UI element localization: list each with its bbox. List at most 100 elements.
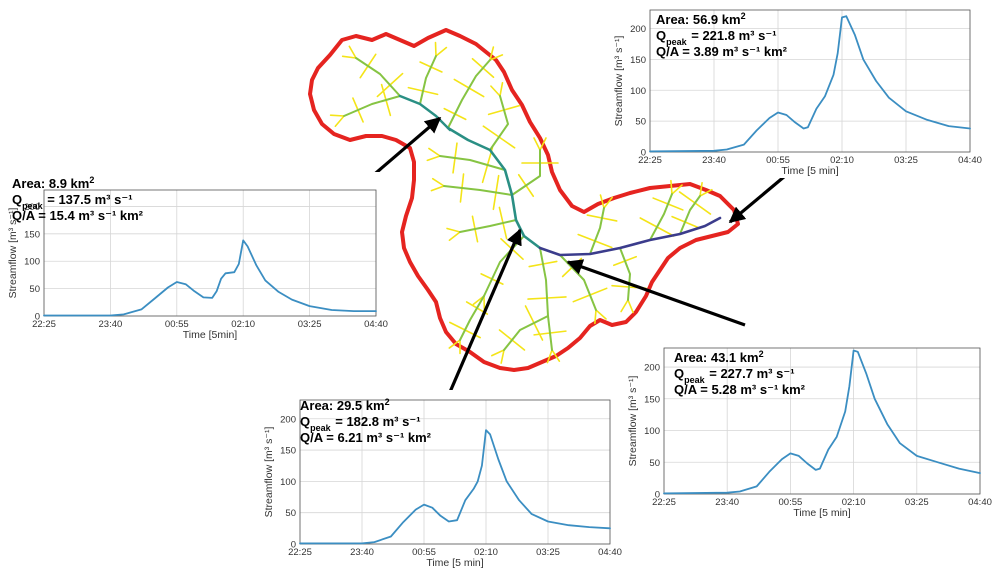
plot-frame [649, 9, 971, 153]
stream-twig [502, 222, 508, 240]
stream-twig [367, 53, 377, 67]
stream-twig [627, 299, 634, 314]
x-tick-label: 00:55 [165, 319, 189, 330]
x-tick-label: 04:40 [364, 319, 388, 330]
stream-twig [500, 349, 505, 364]
stream-twig [611, 284, 630, 288]
streamflow-series-line [43, 239, 377, 317]
x-tick-label: 04:40 [968, 497, 992, 508]
stream-twig [546, 349, 553, 364]
y-tick-label: 200 [630, 24, 646, 35]
stream-twig [471, 215, 476, 230]
x-tick-label: 23:40 [350, 547, 374, 558]
stream-twig [586, 214, 603, 219]
stream-upper-reach [398, 94, 452, 132]
stream-tributary [459, 219, 517, 233]
stream-twig [454, 142, 458, 159]
stream-twig [380, 83, 387, 101]
stream-twig [599, 194, 605, 209]
stream-twig [620, 299, 629, 313]
area-annotation: Area: 43.1 km2 [674, 349, 764, 365]
peak-flow-subscript: peak [666, 37, 688, 47]
peak-flow-subscript: peak [310, 423, 332, 433]
streamflow-series-line [663, 349, 981, 495]
stream-twig [525, 184, 535, 198]
peak-flow-symbol: Q [656, 28, 666, 43]
stream-twig [670, 179, 673, 195]
stream-twig [527, 297, 548, 300]
y-tick-label: 0 [655, 490, 660, 501]
y-tick-label: 100 [630, 86, 646, 97]
stream-twig [498, 329, 513, 341]
x-tick-label: 22:25 [638, 155, 662, 166]
stream-twig [539, 137, 547, 151]
stream-twig [492, 191, 497, 211]
stream-twig [561, 266, 573, 278]
x-tick-label: 02:10 [474, 547, 498, 558]
stream-twig [419, 61, 432, 68]
peak-flow-value: = 221.8 m³ s⁻¹ [688, 28, 777, 43]
stream-twig [428, 147, 441, 157]
y-tick-label: 200 [280, 414, 296, 425]
stream-twig [549, 330, 567, 334]
stream-twig [652, 197, 669, 205]
stream-twig [678, 191, 696, 204]
x-axis-label: Time [5min] [183, 329, 238, 341]
area-annotation: Area: 8.9 km2 [12, 175, 94, 191]
stream-twig [498, 206, 504, 224]
stream-twig [481, 164, 489, 184]
x-tick-label: 23:40 [99, 319, 123, 330]
y-tick-label: 0 [35, 312, 40, 323]
stream-twig [524, 305, 535, 324]
stream-twig [511, 339, 526, 351]
y-axis-label: Streamflow [m³ s⁻¹] [263, 427, 275, 518]
x-tick-label: 03:25 [905, 497, 929, 508]
peak-flow-subscript: peak [22, 201, 44, 211]
stream-tributary [679, 195, 701, 235]
y-tick-label: 150 [280, 446, 296, 457]
y-tick-label: 100 [280, 477, 296, 488]
stream-tributary [589, 207, 605, 255]
y-axis-label: Streamflow [m³ s⁻¹] [7, 208, 19, 299]
stream-twig [699, 181, 703, 197]
stream-twig [482, 67, 495, 79]
stream-twig [533, 137, 541, 151]
area-unit-exponent: 2 [89, 175, 94, 185]
stream-twig [489, 54, 504, 61]
x-tick-label: 22:25 [288, 547, 312, 558]
stream-twig [577, 233, 596, 242]
y-axis-label: Streamflow [m³ s⁻¹] [627, 376, 639, 467]
stream-tributary [419, 55, 437, 105]
stream-twig [612, 260, 626, 267]
stream-twig [572, 294, 591, 303]
y-tick-label: 50 [635, 117, 646, 128]
x-tick-label: 03:25 [536, 547, 560, 558]
peak-flow-value: = 137.5 m³ s⁻¹ [44, 192, 133, 207]
stream-twig [533, 332, 551, 336]
stream-twig [495, 174, 500, 194]
stream-twig [329, 114, 345, 117]
y-tick-label: 50 [29, 284, 40, 295]
area-unit-exponent: 2 [385, 397, 390, 407]
stream-twig [471, 57, 484, 69]
stream-twig [639, 217, 658, 228]
y-tick-label: 0 [641, 148, 646, 159]
y-tick-label: 200 [24, 202, 40, 213]
stream-twig [482, 125, 500, 138]
area-annotation: Area: 56.9 km2 [656, 11, 746, 27]
stream-twig [603, 196, 614, 209]
y-tick-label: 0 [291, 540, 296, 551]
x-axis-label: Time [5 min] [781, 165, 838, 177]
stream-tributary [511, 149, 541, 196]
stream-twig [589, 287, 608, 296]
stream-twig [359, 65, 369, 79]
stream-twig [389, 72, 404, 86]
hydrograph-panel-2: 22:25 23:40 00:55 02:10 03:25 04:40 0 50 100 150 2… [592, 4, 997, 178]
stream-twig [341, 55, 357, 59]
stream-twig [498, 136, 516, 149]
x-axis-label: Time [5 min] [426, 557, 483, 569]
watershed-boundary [308, 28, 740, 372]
area-annotation: Area: 29.5 km2 [300, 397, 390, 413]
stream-twig [357, 109, 364, 123]
x-tick-label: 04:40 [598, 547, 622, 558]
